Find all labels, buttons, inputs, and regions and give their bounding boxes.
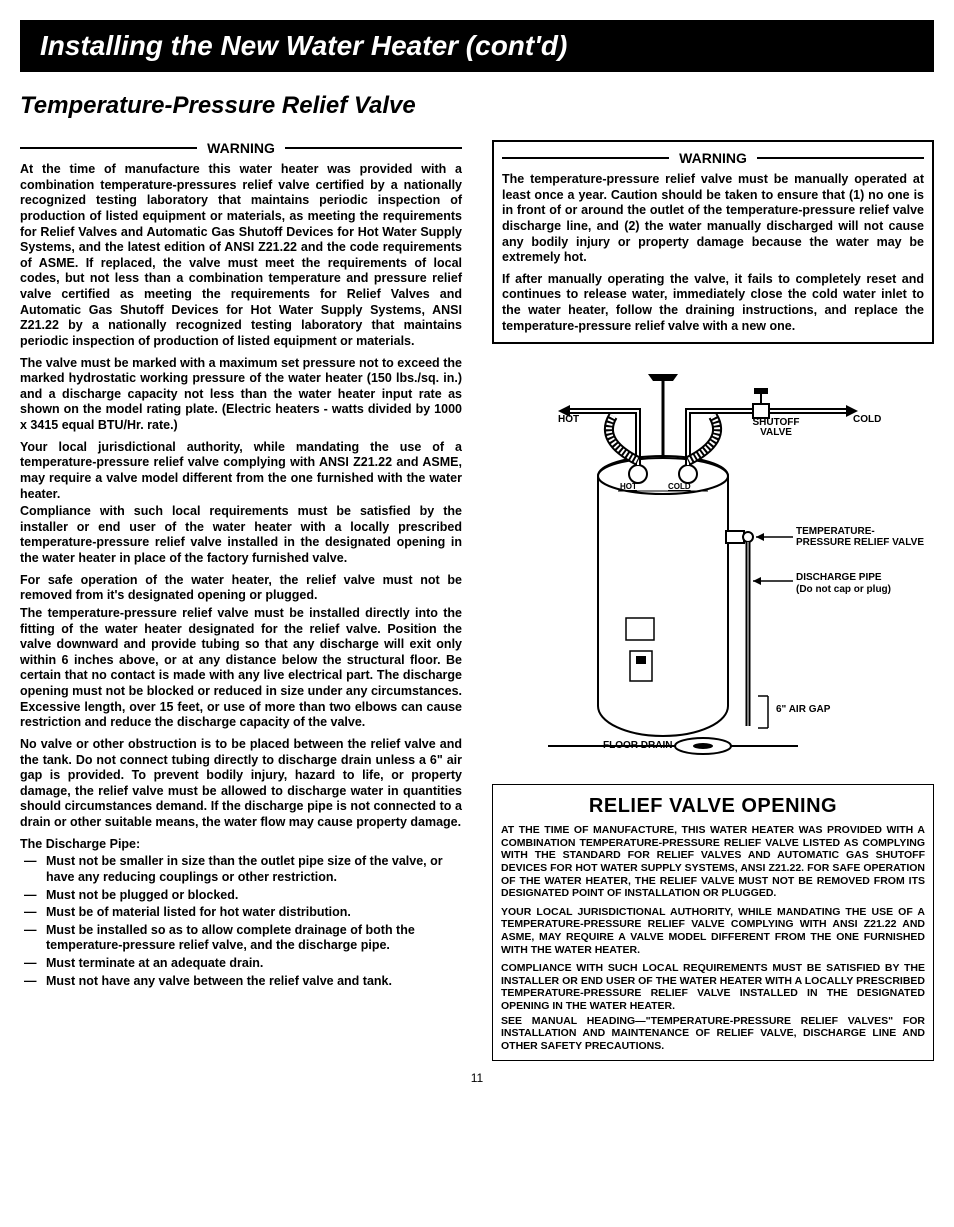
diagram-label-cold: COLD <box>853 414 881 425</box>
warning-paragraph: The valve must be marked with a maximum … <box>20 356 462 434</box>
diagram-label-discharge-note: (Do not cap or plug) <box>796 584 891 595</box>
warning-paragraph: Compliance with such local requirements … <box>20 504 462 567</box>
rule-icon <box>502 157 669 159</box>
page-number: 11 <box>20 1071 934 1085</box>
discharge-pipe-list: Must not be smaller in size than the out… <box>20 854 462 989</box>
warning-paragraph: At the time of manufacture this water he… <box>20 162 462 350</box>
title-banner: Installing the New Water Heater (cont'd) <box>20 20 934 72</box>
diagram-label-discharge: DISCHARGE PIPE <box>796 572 882 583</box>
diagram-label-floordrain: FLOOR DRAIN <box>603 740 672 751</box>
section-heading: Temperature-Pressure Relief Valve <box>20 92 934 120</box>
warning-paragraph: No valve or other obstruction is to be p… <box>20 737 462 831</box>
rule-icon <box>20 147 197 149</box>
relief-paragraph: AT THE TIME OF MANUFACTURE, THIS WATER H… <box>501 824 925 900</box>
diagram-label-shutoff: SHUTOFF VALVE <box>746 418 806 438</box>
water-heater-diagram: HOT COLD SHUTOFF VALVE HOT COLD TEMPERAT… <box>498 356 928 776</box>
relief-paragraph: COMPLIANCE WITH SUCH LOCAL REQUIREMENTS … <box>501 962 925 1012</box>
list-item: Must be installed so as to allow complet… <box>46 923 462 954</box>
two-column-layout: WARNING At the time of manufacture this … <box>20 140 934 1061</box>
warning-header-left: WARNING <box>20 140 462 156</box>
left-column: WARNING At the time of manufacture this … <box>20 140 462 1061</box>
warning-paragraph: The temperature-pressure relief valve mu… <box>502 172 924 266</box>
list-item: Must not have any valve between the reli… <box>46 974 462 990</box>
right-column: WARNING The temperature-pressure relief … <box>492 140 934 1061</box>
diagram-label-tpr: TEMPERATURE-PRESSURE RELIEF VALVE <box>796 526 926 548</box>
list-item: Must be of material listed for hot water… <box>46 905 462 921</box>
diagram-label-hot-small: HOT <box>620 482 637 491</box>
list-item: Must terminate at an adequate drain. <box>46 956 462 972</box>
warning-label: WARNING <box>197 140 285 156</box>
diagram-label-hot: HOT <box>558 414 579 425</box>
list-item: Must not be plugged or blocked. <box>46 888 462 904</box>
warning-box-right: WARNING The temperature-pressure relief … <box>492 140 934 344</box>
rule-icon <box>757 157 924 159</box>
discharge-pipe-title: The Discharge Pipe: <box>20 837 462 853</box>
rule-icon <box>285 147 462 149</box>
warning-paragraph: Your local jurisdictional authority, whi… <box>20 440 462 503</box>
relief-valve-title: RELIEF VALVE OPENING <box>501 795 925 818</box>
warning-paragraph: The temperature-pressure relief valve mu… <box>20 606 462 731</box>
warning-header-right: WARNING <box>502 150 924 166</box>
warning-label: WARNING <box>669 150 757 166</box>
warning-paragraph: If after manually operating the valve, i… <box>502 272 924 335</box>
relief-paragraph: YOUR LOCAL JURISDICTIONAL AUTHORITY, WHI… <box>501 906 925 956</box>
warning-paragraph: For safe operation of the water heater, … <box>20 573 462 604</box>
diagram-label-airgap: 6" AIR GAP <box>776 704 830 715</box>
list-item: Must not be smaller in size than the out… <box>46 854 462 885</box>
relief-valve-opening-box: RELIEF VALVE OPENING AT THE TIME OF MANU… <box>492 784 934 1061</box>
diagram-label-cold-small: COLD <box>668 482 691 491</box>
relief-paragraph: SEE MANUAL HEADING—"TEMPERATURE-PRESSURE… <box>501 1015 925 1053</box>
